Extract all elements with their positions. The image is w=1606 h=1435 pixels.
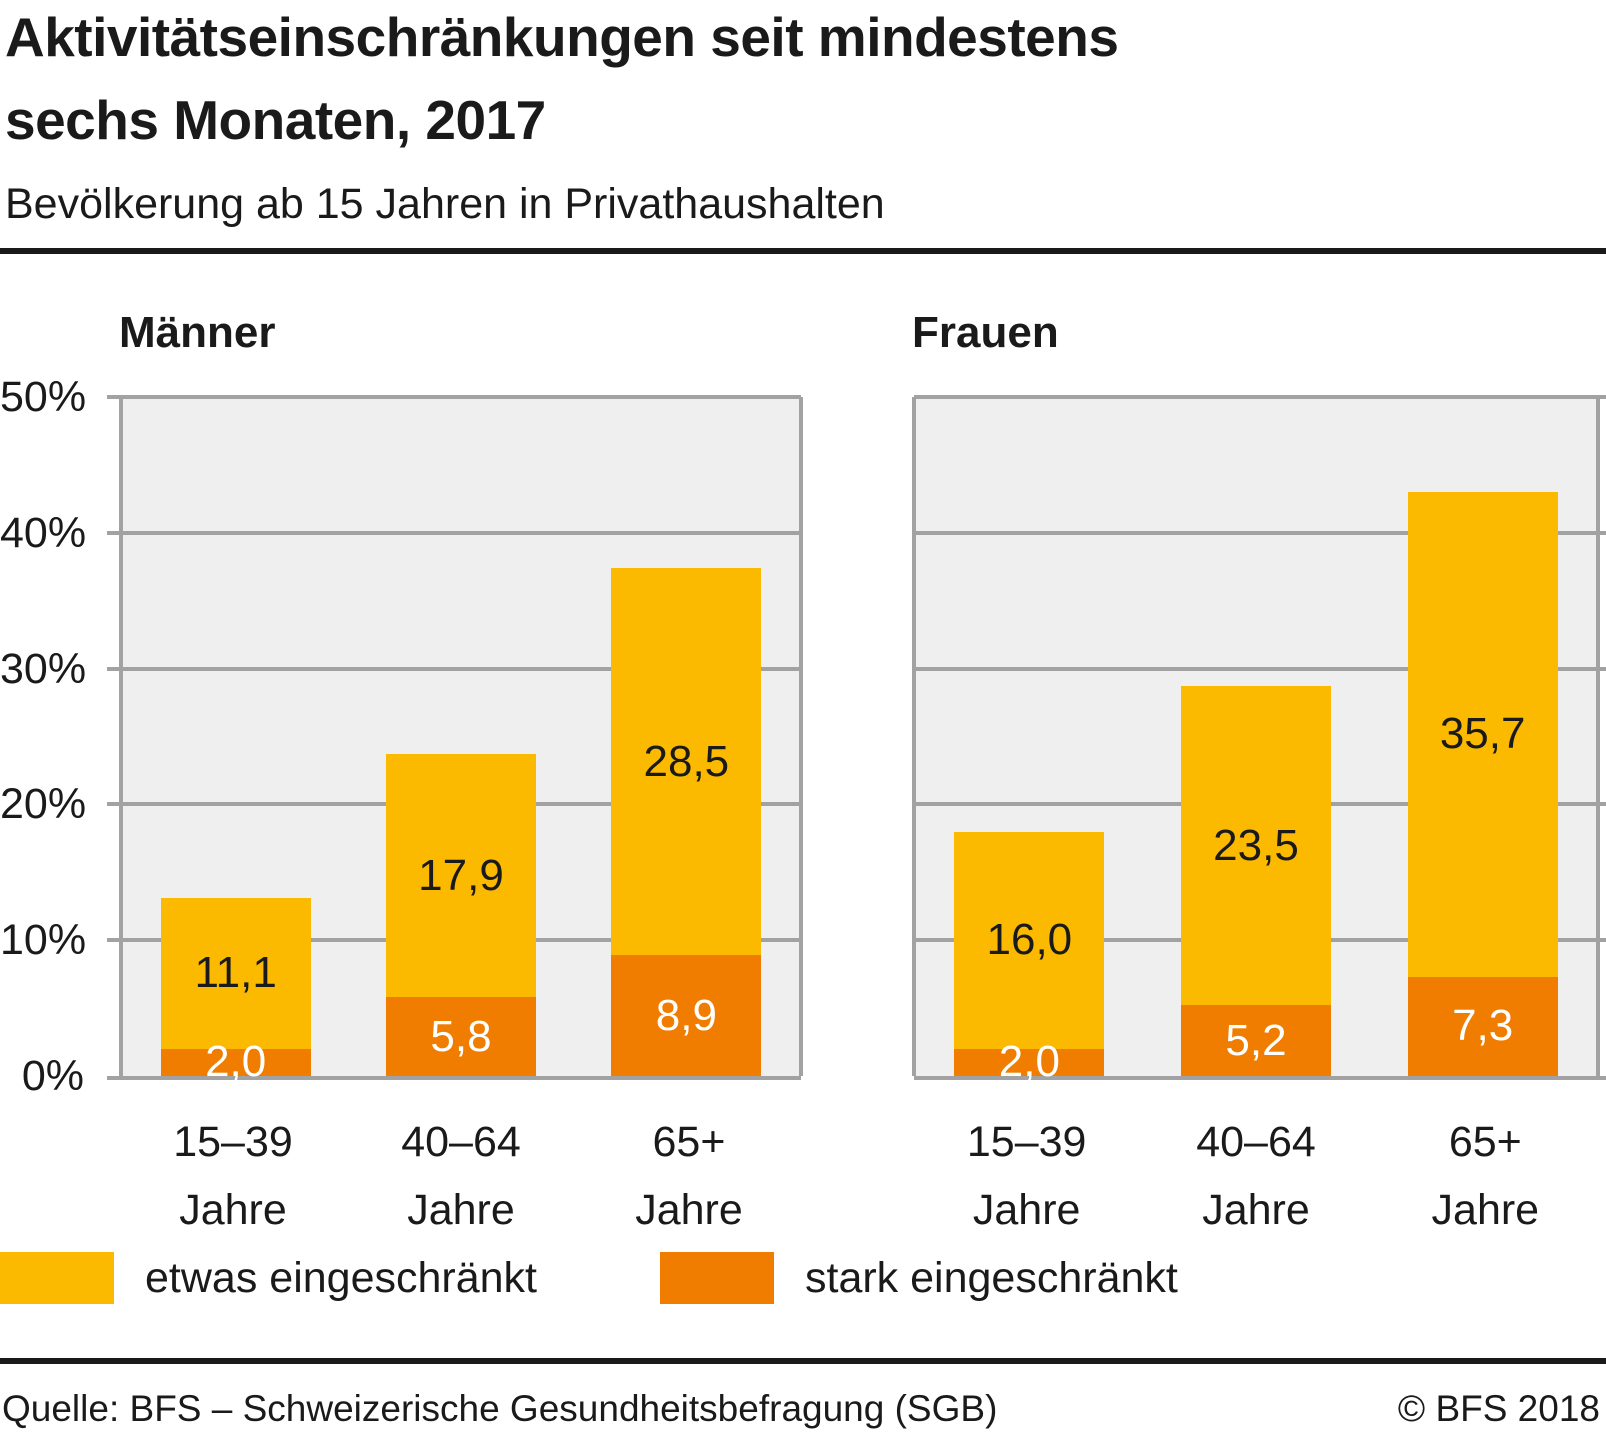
stacked-bar-40–64-Jahre: 17,9 5,8 (386, 754, 536, 1076)
page-title-line1: Aktivitätseinschränkungen seit mindesten… (5, 6, 1119, 68)
bar-segment-stark-eingeschraenkt: 5,2 (1181, 1005, 1331, 1076)
x-category-label-line: Jahre (972, 1186, 1081, 1234)
y-tick-label-50: 50% (0, 373, 87, 421)
plot-area-maenner: 11,1 2,0 17,9 5,8 28,5 8,9 (107, 395, 803, 1084)
bar-segment-stark-eingeschraenkt: 8,9 (611, 955, 762, 1076)
gridline-50pct (914, 395, 1606, 399)
x-category-label-line: Jahre (1202, 1186, 1310, 1234)
x-category-label-line: 65+ (652, 1118, 726, 1166)
bar-value-etwas-eingeschraenkt: 28,5 (643, 736, 730, 786)
bar-segment-etwas-eingeschraenkt: 11,1 (160, 898, 311, 1049)
bar-value-stark-eingeschraenkt: 2,0 (205, 1037, 267, 1087)
gridline-0pct (107, 1076, 801, 1080)
page-title: Aktivitätseinschränkungen seit mindesten… (5, 0, 1119, 162)
bar-value-stark-eingeschraenkt: 8,9 (655, 990, 717, 1040)
bar-value-etwas-eingeschraenkt: 11,1 (194, 948, 277, 998)
x-axis-labels-maenner: 15–39 Jahre 40–64 Jahre 65+ Jahre (119, 1108, 803, 1258)
bar-segment-stark-eingeschraenkt: 5,8 (386, 997, 536, 1076)
y-tick-label-30: 30% (0, 644, 87, 693)
x-category-label-line: 40–64 (1196, 1118, 1316, 1166)
y-axis-labels: 50% 40% 30% 20% 10% 0% (0, 375, 87, 1098)
header-divider (0, 248, 1606, 254)
bar-segment-etwas-eingeschraenkt: 17,9 (386, 754, 536, 998)
y-tick-label-10: 10% (0, 916, 87, 965)
x-category-label-65+-Jahre: 65+ Jahre (1370, 1108, 1600, 1244)
legend-swatch-stark-eingeschraenkt (660, 1252, 774, 1304)
bar-segment-stark-eingeschraenkt: 7,3 (1407, 976, 1558, 1076)
bar-segment-stark-eingeschraenkt: 2,0 (160, 1040, 311, 1084)
footer-copyright-text: © BFS 2018 (1397, 1388, 1600, 1429)
stacked-bar-15–39-Jahre: 16,0 2,0 (954, 831, 1105, 1084)
footer-divider (0, 1358, 1606, 1364)
x-category-label-line: Jahre (1431, 1186, 1540, 1234)
x-category-label-line: 65+ (1448, 1118, 1522, 1166)
x-category-label-line: 15–39 (173, 1118, 293, 1166)
x-category-label-line: Jahre (635, 1186, 743, 1234)
y-tick-label-0: 0% (21, 1052, 84, 1100)
gridline-50pct (107, 395, 801, 399)
stacked-bar-65+-Jahre: 35,7 7,3 (1407, 492, 1558, 1076)
legend-label-etwas-eingeschraenkt: etwas eingeschränkt (145, 1254, 537, 1302)
x-category-label-15–39-Jahre: 15–39 Jahre (118, 1108, 348, 1244)
chart-title-maenner: Männer (119, 308, 276, 357)
legend-label-stark-eingeschraenkt: stark eingeschränkt (805, 1254, 1178, 1302)
chart-title-frauen: Frauen (912, 308, 1059, 357)
x-category-label-15–39-Jahre: 15–39 Jahre (912, 1108, 1142, 1244)
x-category-label-line: Jahre (179, 1186, 287, 1234)
bar-value-stark-eingeschraenkt: 2,0 (998, 1037, 1060, 1087)
x-category-label-line: Jahre (407, 1186, 515, 1234)
legend-swatch-etwas-eingeschraenkt (0, 1252, 114, 1304)
bar-value-stark-eingeschraenkt: 5,2 (1225, 1015, 1287, 1065)
bar-value-etwas-eingeschraenkt: 16,0 (986, 915, 1073, 965)
x-category-label-40–64-Jahre: 40–64 Jahre (346, 1108, 576, 1244)
bar-segment-etwas-eingeschraenkt: 35,7 (1407, 492, 1558, 977)
bar-value-etwas-eingeschraenkt: 17,9 (418, 850, 504, 900)
x-category-label-line: 40–64 (401, 1118, 521, 1166)
x-category-label-line: 15–39 (966, 1118, 1087, 1166)
bar-value-etwas-eingeschraenkt: 35,7 (1439, 709, 1526, 759)
gridline-30pct (107, 666, 801, 671)
gridline-40pct (914, 530, 1606, 535)
bar-segment-stark-eingeschraenkt: 2,0 (954, 1040, 1105, 1084)
page-title-line2: sechs Monaten, 2017 (5, 89, 546, 151)
x-axis-labels-frauen: 15–39 Jahre 40–64 Jahre 65+ Jahre (912, 1108, 1600, 1258)
gridline-40pct (107, 530, 801, 535)
bar-value-etwas-eingeschraenkt: 23,5 (1213, 820, 1299, 870)
bar-segment-etwas-eingeschraenkt: 28,5 (611, 568, 762, 956)
x-category-label-40–64-Jahre: 40–64 Jahre (1141, 1108, 1371, 1244)
footer-source-text: Quelle: BFS – Schweizerische Gesundheits… (2, 1388, 998, 1429)
gridline-0pct (914, 1076, 1606, 1080)
y-tick-label-20: 20% (0, 780, 87, 829)
y-tick-label-40: 40% (0, 508, 87, 557)
plot-area-frauen: 16,0 2,0 23,5 5,2 35,7 7,3 (912, 395, 1606, 1084)
stacked-bar-40–64-Jahre: 23,5 5,2 (1181, 686, 1331, 1076)
page-subtitle: Bevölkerung ab 15 Jahren in Privathausha… (5, 180, 885, 228)
stacked-bar-15–39-Jahre: 11,1 2,0 (160, 898, 311, 1084)
bar-value-stark-eingeschraenkt: 5,8 (430, 1011, 492, 1061)
bar-segment-etwas-eingeschraenkt: 23,5 (1181, 686, 1331, 1006)
bar-segment-etwas-eingeschraenkt: 16,0 (954, 831, 1105, 1049)
bar-value-stark-eingeschraenkt: 7,3 (1452, 1001, 1514, 1051)
gridline-30pct (914, 666, 1606, 671)
x-category-label-65+-Jahre: 65+ Jahre (574, 1108, 804, 1244)
stacked-bar-65+-Jahre: 28,5 8,9 (611, 568, 762, 1076)
